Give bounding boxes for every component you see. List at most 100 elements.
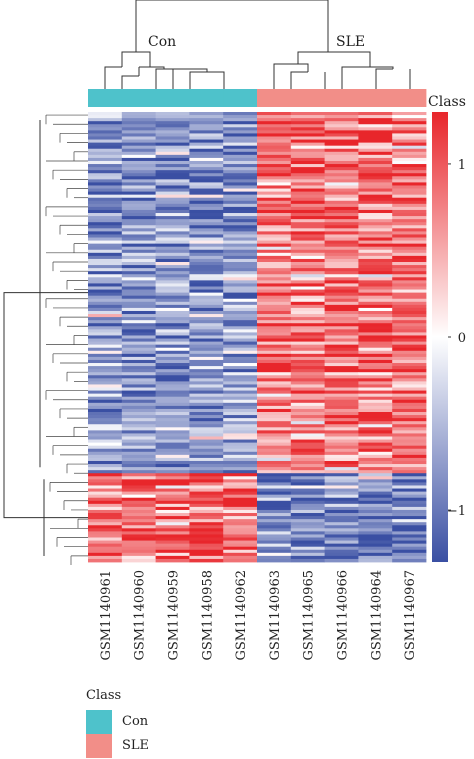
heatmap-cell	[223, 470, 258, 474]
heatmap-cell	[358, 366, 393, 370]
class-bar-cell-con	[121, 89, 156, 107]
heatmap-cell	[358, 246, 393, 251]
heatmap-cell	[223, 200, 258, 205]
heatmap-cell	[392, 304, 427, 309]
heatmap-cell	[223, 234, 258, 238]
heatmap-cell	[257, 509, 292, 514]
heatmap-cell	[223, 179, 258, 183]
heatmap-cell	[223, 298, 258, 303]
heatmap-cell	[121, 537, 156, 541]
heatmap-cell	[223, 258, 258, 263]
heatmap-cell	[392, 396, 427, 401]
heatmap-cell	[358, 393, 393, 398]
heatmap-cell	[392, 503, 427, 508]
heatmap-cell	[358, 543, 393, 548]
heatmap-cell	[121, 558, 156, 563]
heatmap-cell	[121, 255, 156, 260]
heatmap-cell	[121, 549, 156, 554]
heatmap-cell	[392, 160, 427, 165]
heatmap-cell	[324, 179, 359, 183]
heatmap-cell	[392, 448, 427, 453]
heatmap-cell	[155, 115, 190, 119]
heatmap-cell	[121, 258, 156, 263]
heatmap-cell	[324, 525, 359, 529]
heatmap-cell	[257, 160, 292, 165]
heatmap-cell	[290, 534, 325, 538]
heatmap-cell	[358, 151, 393, 156]
heatmap-cell	[358, 295, 393, 300]
heatmap-cell	[155, 528, 190, 532]
heatmap-cell	[121, 503, 156, 508]
heatmap-cell	[189, 301, 224, 306]
heatmap-cell	[155, 543, 190, 548]
heatmap-cell	[358, 513, 393, 517]
heatmap-cell	[189, 418, 224, 422]
heatmap-cell	[257, 314, 292, 318]
heatmap-cell	[121, 289, 156, 294]
heatmap-cell	[88, 222, 123, 226]
heatmap-cell	[392, 127, 427, 131]
heatmap-cell	[189, 457, 224, 462]
heatmap-cell	[257, 148, 292, 153]
heatmap-cell	[358, 280, 393, 284]
heatmap-cell	[189, 173, 224, 177]
heatmap-cell	[223, 421, 258, 425]
heatmap-cell	[189, 225, 224, 229]
heatmap-cell	[88, 408, 123, 413]
heatmap-cell	[155, 167, 190, 171]
heatmap-cell	[392, 335, 427, 339]
heatmap-cell	[392, 491, 427, 496]
heatmap-cell	[358, 552, 393, 557]
heatmap-cell	[121, 188, 156, 192]
heatmap-cell	[155, 268, 190, 272]
heatmap-cell	[290, 356, 325, 361]
heatmap-cell	[121, 476, 156, 480]
heatmap-cell	[155, 249, 190, 254]
heatmap-cell	[189, 506, 224, 511]
heatmap-cell	[358, 228, 393, 232]
heatmap-cell	[155, 366, 190, 370]
heatmap-cell	[392, 442, 427, 447]
heatmap-cell	[223, 228, 258, 232]
heatmap-cell	[290, 194, 325, 199]
heatmap-cell	[392, 497, 427, 502]
heatmap-cell	[324, 347, 359, 352]
heatmap-cell	[223, 408, 258, 413]
heatmap-cell	[223, 534, 258, 538]
heatmap-cell	[257, 473, 292, 477]
colorbar-tick-label: −1	[447, 504, 466, 519]
heatmap-cell	[189, 335, 224, 339]
heatmap-cell	[189, 384, 224, 388]
heatmap-cell	[324, 164, 359, 168]
heatmap-cell	[290, 378, 325, 382]
heatmap-cell	[358, 255, 393, 260]
heatmap-cell	[223, 197, 258, 202]
dendrogram-branch	[121, 51, 151, 67]
heatmap-cell	[392, 513, 427, 517]
heatmap-cell	[358, 145, 393, 150]
heatmap-cell	[257, 277, 292, 281]
heatmap-cell	[189, 393, 224, 398]
column-label: GSM1140967	[403, 570, 418, 661]
heatmap-cell	[392, 145, 427, 150]
heatmap-cell	[392, 436, 427, 440]
heatmap-cell	[155, 127, 190, 131]
heatmap-cell	[155, 182, 190, 186]
heatmap-cell	[121, 310, 156, 315]
heatmap-cell	[324, 369, 359, 373]
heatmap-cell	[189, 549, 224, 554]
heatmap-cell	[121, 519, 156, 523]
heatmap-cell	[189, 289, 224, 294]
heatmap-cell	[324, 332, 359, 336]
heatmap-cell	[290, 482, 325, 486]
heatmap-cell	[121, 112, 156, 116]
heatmap-cell	[88, 206, 123, 211]
heatmap-cell	[189, 558, 224, 563]
heatmap-cell	[223, 549, 258, 554]
heatmap-cell	[189, 338, 224, 342]
heatmap-cell	[189, 503, 224, 508]
heatmap-cell	[189, 516, 224, 520]
heatmap-cell	[121, 464, 156, 468]
heatmap-cell	[324, 124, 359, 128]
heatmap-cell	[189, 497, 224, 502]
